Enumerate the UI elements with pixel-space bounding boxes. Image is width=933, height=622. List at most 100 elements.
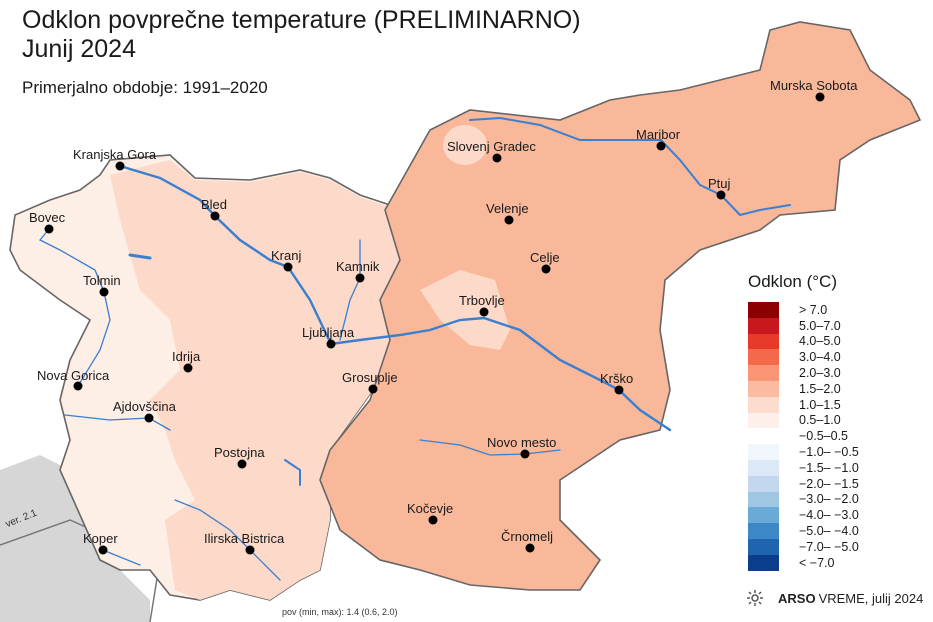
arso-sun-icon — [747, 590, 763, 606]
svg-text:Ilirska Bistrica: Ilirska Bistrica — [204, 531, 285, 546]
city-ilirska-bistrica[interactable]: Ilirska Bistrica — [204, 531, 285, 555]
legend-item: < −7.0 — [748, 554, 859, 571]
product-name: VREME — [818, 590, 865, 606]
brand-name: ARSO — [778, 590, 816, 606]
svg-text:Novo mesto: Novo mesto — [487, 435, 556, 450]
city-markers: Murska Sobota Maribor Slovenj Gradec Ptu… — [29, 78, 858, 555]
legend-item: 1.0–1.5 — [748, 396, 859, 413]
svg-text:Velenje: Velenje — [486, 201, 529, 216]
rivers — [38, 116, 791, 581]
city-kamnik[interactable]: Kamnik — [336, 259, 380, 283]
legend: Odklon (°C) > 7.0 5.0–7.0 4.0–5.0 3.0–4.… — [748, 272, 859, 571]
title-line-2: Junij 2024 — [22, 35, 136, 63]
legend-swatch — [748, 333, 779, 350]
reference-period: Primerjalno obdobje: 1991–2020 — [22, 78, 268, 97]
legend-item: −4.0– −3.0 — [748, 507, 859, 524]
svg-text:Koper: Koper — [83, 531, 118, 546]
city-slovenj-gradec[interactable]: Slovenj Gradec — [447, 139, 536, 163]
legend-item: 0.5–1.0 — [748, 412, 859, 429]
legend-swatch — [748, 317, 779, 334]
city-koper[interactable]: Koper — [83, 531, 118, 555]
city-velenje[interactable]: Velenje — [486, 201, 529, 225]
city-kranjska-gora[interactable]: Kranjska Gora — [73, 147, 157, 171]
city-idrija[interactable]: Idrija — [172, 349, 201, 373]
legend-item: −7.0– −5.0 — [748, 538, 859, 555]
svg-text:Kočevje: Kočevje — [407, 501, 453, 516]
svg-text:Postojna: Postojna — [214, 445, 265, 460]
city-trbovlje[interactable]: Trbovlje — [459, 293, 505, 317]
legend-title: Odklon (°C) — [748, 272, 837, 291]
legend-item: 4.0–5.0 — [748, 333, 859, 350]
svg-text:Kamnik: Kamnik — [336, 259, 380, 274]
legend-item: −5.0– −4.0 — [748, 523, 859, 539]
city-ljubljana[interactable]: Ljubljana — [302, 325, 355, 349]
footer-date: , julij 2024 — [864, 590, 924, 606]
city-murska-sobota[interactable]: Murska Sobota — [770, 78, 858, 102]
city-bled[interactable]: Bled — [201, 197, 227, 221]
legend-swatch — [748, 412, 779, 429]
svg-text:Grosuplje: Grosuplje — [342, 370, 398, 385]
legend-swatch — [748, 538, 779, 555]
svg-text:Trbovlje: Trbovlje — [459, 293, 505, 308]
city-kranj[interactable]: Kranj — [271, 248, 301, 272]
svg-text:Ljubljana: Ljubljana — [302, 325, 355, 340]
svg-text:Bled: Bled — [201, 197, 227, 212]
legend-swatch — [748, 491, 779, 508]
svg-text:Krško: Krško — [600, 371, 633, 386]
svg-text:Celje: Celje — [530, 250, 560, 265]
city-tolmin[interactable]: Tolmin — [83, 273, 121, 297]
legend-swatch — [748, 444, 779, 460]
map-title: Odklon povprečne temperature (PRELIMINAR… — [22, 6, 581, 64]
city-kocevje[interactable]: Kočevje — [407, 501, 453, 525]
neighbour-area — [0, 455, 150, 622]
legend-item: −0.5–0.5 — [748, 428, 859, 445]
legend-item: −2.0– −1.5 — [748, 475, 859, 492]
svg-text:Ptuj: Ptuj — [708, 176, 731, 191]
svg-text:Maribor: Maribor — [636, 127, 681, 142]
legend-item: 3.0–4.0 — [748, 349, 859, 366]
svg-text:Ajdovščina: Ajdovščina — [113, 399, 177, 414]
legend-item: 1.5–2.0 — [748, 380, 859, 397]
svg-text:Nova Gorica: Nova Gorica — [37, 368, 110, 383]
svg-text:Idrija: Idrija — [172, 349, 201, 364]
legend-swatch — [748, 475, 779, 492]
legend-item: −1.0– −0.5 — [748, 444, 859, 460]
city-bovec[interactable]: Bovec — [29, 210, 66, 234]
legend-swatch — [748, 554, 779, 571]
legend-swatch — [748, 507, 779, 524]
svg-text:Bovec: Bovec — [29, 210, 66, 225]
legend-item: 2.0–3.0 — [748, 365, 859, 381]
legend-swatch — [748, 302, 779, 318]
city-maribor[interactable]: Maribor — [636, 127, 681, 151]
city-celje[interactable]: Celje — [530, 250, 560, 274]
svg-text:Črnomelj: Črnomelj — [501, 529, 553, 544]
svg-text:Slovenj Gradec: Slovenj Gradec — [447, 139, 536, 154]
legend-swatch — [748, 459, 779, 476]
city-crnomelj[interactable]: Črnomelj — [501, 529, 553, 553]
stats-label: pov (min, max): 1.4 (0.6, 2.0) — [282, 607, 398, 617]
city-postojna[interactable]: Postojna — [214, 445, 265, 469]
legend-swatch — [748, 365, 779, 381]
city-krsko[interactable]: Krško — [600, 371, 633, 395]
legend-rows: > 7.0 5.0–7.0 4.0–5.0 3.0–4.0 2.0–3.0 1.… — [748, 302, 859, 571]
legend-item: −3.0– −2.0 — [748, 491, 859, 508]
legend-swatch — [748, 428, 779, 445]
city-grosuplje[interactable]: Grosuplje — [342, 370, 398, 394]
svg-text:Kranj: Kranj — [271, 248, 301, 263]
legend-item: 5.0–7.0 — [748, 317, 859, 334]
svg-text:Kranjska Gora: Kranjska Gora — [73, 147, 157, 162]
city-ajdovscina[interactable]: Ajdovščina — [113, 399, 177, 423]
city-ptuj[interactable]: Ptuj — [708, 176, 731, 200]
title-line-1: Odklon povprečne temperature (PRELIMINAR… — [22, 6, 581, 34]
footer-credit: ARSO VREME , julij 2024 — [746, 589, 923, 607]
legend-swatch — [748, 523, 779, 539]
legend-item: > 7.0 — [748, 302, 859, 318]
svg-text:Tolmin: Tolmin — [83, 273, 121, 288]
city-nova-gorica[interactable]: Nova Gorica — [37, 368, 110, 391]
legend-swatch — [748, 349, 779, 366]
legend-item: −1.5– −1.0 — [748, 459, 859, 476]
light-patch-slovenj-gradec — [443, 125, 487, 165]
city-novo-mesto[interactable]: Novo mesto — [487, 435, 556, 459]
svg-text:Murska Sobota: Murska Sobota — [770, 78, 858, 93]
